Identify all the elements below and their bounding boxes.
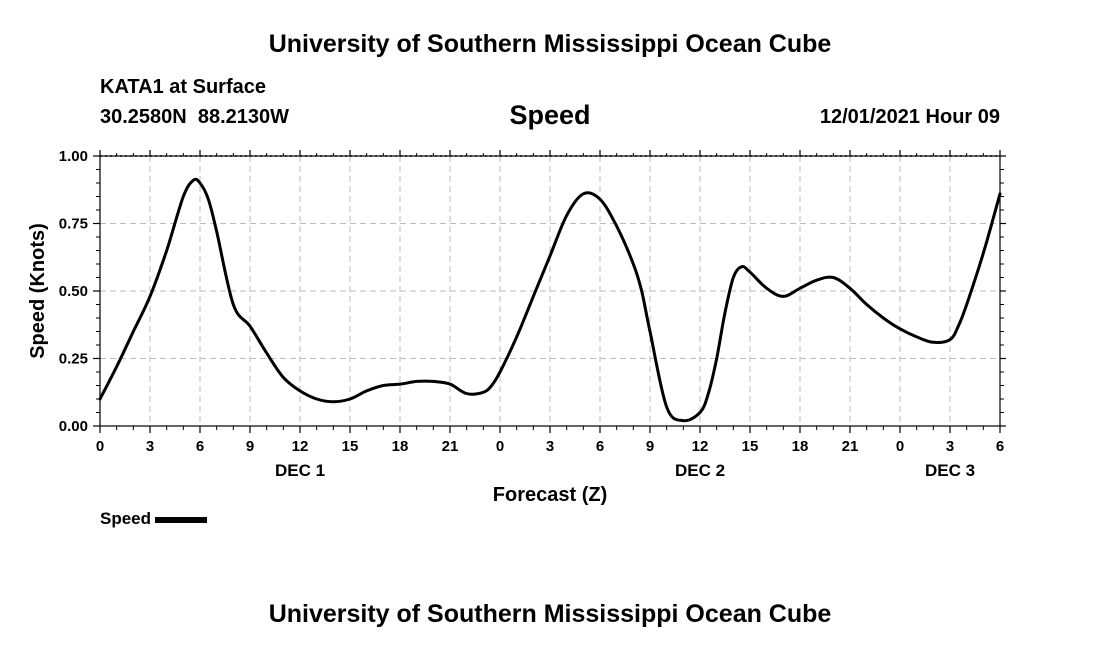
x-tick-label: 0 bbox=[496, 438, 504, 455]
y-tick-label: 0.50 bbox=[59, 283, 88, 300]
x-tick-label: 15 bbox=[342, 438, 359, 455]
day-label: DEC 2 bbox=[675, 461, 725, 480]
x-tick-label: 18 bbox=[792, 438, 809, 455]
x-tick-label: 6 bbox=[196, 438, 204, 455]
legend-line-swatch bbox=[155, 516, 208, 523]
y-tick-label: 0.75 bbox=[59, 216, 88, 233]
axis-ticks bbox=[93, 150, 1006, 433]
x-axis-label: Forecast (Z) bbox=[493, 484, 607, 506]
x-tick-labels: 0 3 6 9 12 15 18 21 0 3 6 9 12 15 18 21 0 3 6 bbox=[96, 438, 1004, 455]
datetime-label: 12/01/2021 Hour 09 bbox=[819, 106, 1000, 128]
chart-bottom-title: University of Southern Mississippi Ocean… bbox=[268, 600, 832, 628]
day-label: DEC 3 bbox=[925, 461, 975, 480]
legend: Speed bbox=[100, 509, 208, 529]
legend-label: Speed bbox=[100, 509, 152, 528]
chart-top-title: University of Southern Mississippi Ocean… bbox=[268, 30, 832, 58]
y-tick-label: 1.00 bbox=[59, 148, 88, 165]
x-tick-label: 15 bbox=[742, 438, 759, 455]
x-tick-label: 3 bbox=[146, 438, 154, 455]
series-line-speed bbox=[98, 177, 1002, 423]
x-tick-label: 3 bbox=[946, 438, 954, 455]
y-tick-label: 0.00 bbox=[59, 418, 88, 435]
y-tick-label: 0.25 bbox=[59, 351, 88, 368]
chart-grid bbox=[100, 156, 1000, 426]
x-tick-label: 6 bbox=[596, 438, 604, 455]
x-tick-label: 6 bbox=[996, 438, 1004, 455]
station-label: KATA1 at Surface bbox=[100, 76, 266, 98]
variable-title: Speed bbox=[509, 100, 591, 130]
x-tick-label: 21 bbox=[442, 438, 459, 455]
coordinates-label: 30.2580N 88.2130W bbox=[100, 106, 290, 128]
x-tick-label: 9 bbox=[646, 438, 654, 455]
day-labels: DEC 1 DEC 2 DEC 3 bbox=[275, 461, 975, 480]
x-tick-label: 0 bbox=[896, 438, 904, 455]
x-tick-label: 12 bbox=[292, 438, 309, 455]
y-tick-labels: 0.00 0.25 0.50 0.75 1.00 bbox=[59, 148, 88, 435]
day-label: DEC 1 bbox=[275, 461, 325, 480]
x-tick-label: 18 bbox=[392, 438, 409, 455]
speed-chart: 0 3 6 9 12 15 18 21 0 3 6 9 12 15 18 21 0 3 6 0.00 0.25 0.50… bbox=[27, 148, 1006, 506]
x-tick-label: 3 bbox=[546, 438, 554, 455]
x-tick-label: 0 bbox=[96, 438, 104, 455]
series-group bbox=[98, 177, 1002, 423]
x-tick-label: 12 bbox=[692, 438, 709, 455]
y-axis-label: Speed (Knots) bbox=[27, 223, 49, 359]
x-tick-label: 9 bbox=[246, 438, 254, 455]
x-tick-label: 21 bbox=[842, 438, 859, 455]
